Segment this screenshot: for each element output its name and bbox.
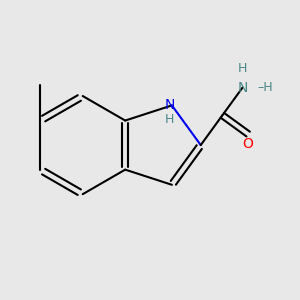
Text: –H: –H bbox=[257, 81, 273, 94]
Text: H: H bbox=[238, 62, 247, 75]
Text: H: H bbox=[165, 112, 174, 126]
Text: N: N bbox=[164, 98, 175, 112]
Text: O: O bbox=[243, 136, 254, 151]
Text: N: N bbox=[237, 80, 248, 94]
